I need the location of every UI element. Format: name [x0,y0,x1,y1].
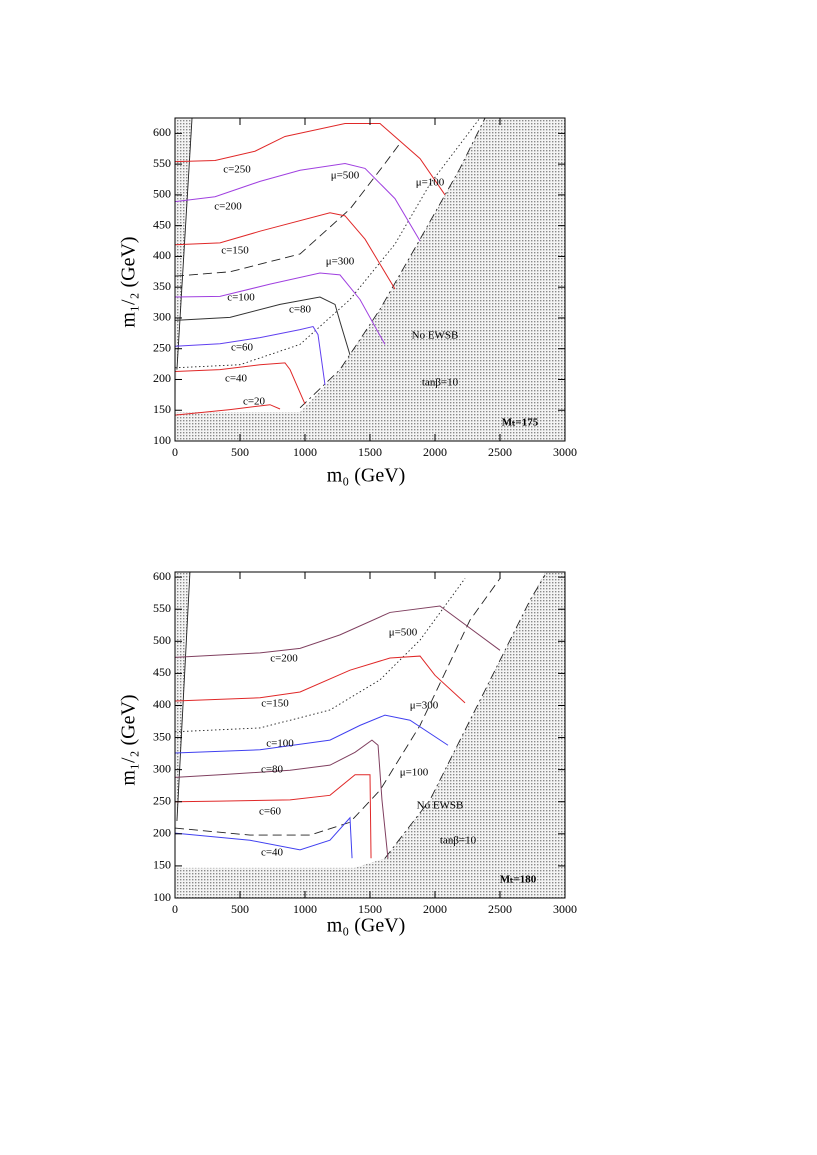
annotation: μ=100 [400,767,429,779]
y-tick-label: 100 [153,890,171,904]
y-tick-label: 300 [153,310,171,324]
x-tick-label: 1000 [293,445,317,459]
contour-line [175,296,351,356]
x-tick-label: 2000 [423,902,447,916]
boundary-line [176,572,191,822]
y-tick-label: 150 [153,858,171,872]
contour-label: c=150 [221,245,249,257]
y-tick-label: 250 [153,793,171,807]
boundary-line [175,578,466,733]
y-tick-label: 350 [153,279,171,293]
annotation: No EWSB [417,800,464,812]
y-tick-label: 150 [153,402,171,416]
annotation: Mₜ=175 [502,417,539,429]
boundary-line [175,118,481,369]
contour-line [175,325,326,386]
x-tick-label: 500 [231,445,249,459]
contour-line [175,774,372,859]
contour-label: c=40 [225,373,248,385]
excluded-region [354,572,565,868]
y-tick-label: 200 [153,371,171,385]
contour-line [175,212,396,290]
x-tick-label: 2000 [423,445,447,459]
x-tick-label: 1000 [293,902,317,916]
contour-label: c=60 [259,806,282,818]
x-tick-label: 1500 [358,902,382,916]
x-tick-label: 2500 [488,445,512,459]
excluded-region [175,867,565,898]
x-axis-title: m₀ (GeV) [327,465,406,487]
contour-line [175,163,421,242]
contour-line [175,362,306,405]
y-tick-label: 450 [153,665,171,679]
x-tick-label: 2500 [488,902,512,916]
annotation: μ=100 [416,177,445,189]
plot-area [175,118,565,441]
y-tick-label: 450 [153,217,171,231]
annotation: μ=500 [331,170,360,182]
x-tick-label: 0 [172,902,178,916]
boundary-line [176,118,193,370]
annotation: μ=300 [326,256,355,268]
contour-line [175,714,449,754]
y-tick-label: 350 [153,729,171,743]
contour-label: c=20 [243,396,266,408]
contour-label: c=200 [214,201,242,213]
contour-line [175,655,466,704]
excluded-region [175,572,190,898]
y-tick-label: 400 [153,697,171,711]
x-axis-title: m₀ (GeV) [327,915,406,937]
y-tick-label: 500 [153,187,171,201]
y-tick-label: 600 [153,125,171,139]
panel: c=200 c=150 c=100 c=80 c=60 c=40 No EWSB tanβ=1… [118,569,577,937]
y-tick-label: 100 [153,433,171,447]
annotation: No EWSB [412,330,459,342]
contour-line [175,272,386,345]
boundary-line [175,142,401,277]
x-tick-label: 500 [231,902,249,916]
contour-line [175,605,501,658]
x-tick-label: 3000 [553,902,577,916]
excluded-region [175,118,193,441]
contour-label: c=80 [289,304,312,316]
y-axis-title: m₁/₂ (GeV) [118,694,140,785]
annotation: tanβ=10 [440,835,477,847]
excluded-region [175,412,565,441]
boundary-line [175,578,501,836]
y-tick-label: 300 [153,761,171,775]
contour-line [175,404,281,416]
annotation: μ=500 [389,627,418,639]
y-tick-label: 600 [153,569,171,583]
x-tick-label: 0 [172,445,178,459]
contour-label: c=80 [261,764,284,776]
plot-area [175,572,565,898]
y-tick-label: 400 [153,248,171,262]
excluded-region [300,118,565,413]
annotation: tanβ=10 [422,377,459,389]
boundary-line [384,574,546,859]
contour-label: c=250 [223,164,251,176]
contour-label: c=40 [261,847,284,859]
contour-label: c=200 [270,653,298,665]
contour-label: c=60 [231,342,254,354]
x-tick-label: 1500 [358,445,382,459]
y-axis-title: m₁/₂ (GeV) [118,236,140,327]
y-tick-label: 250 [153,340,171,354]
boundary-line [299,118,486,409]
y-tick-label: 550 [153,601,171,615]
y-tick-label: 550 [153,156,171,170]
contour-line [175,739,389,859]
x-tick-label: 3000 [553,445,577,459]
y-tick-label: 200 [153,826,171,840]
y-tick-label: 500 [153,633,171,647]
contour-label: c=100 [227,292,255,304]
annotation: Mₜ=180 [500,874,537,886]
panel: c=250 c=200 c=150 c=100 c=80 c=60 c=40 c=20 No E… [118,117,577,487]
contour-line [175,816,353,859]
contour-label: c=100 [266,738,294,750]
contour-line [175,123,446,196]
annotation: μ=300 [410,700,439,712]
contour-label: c=150 [261,698,289,710]
